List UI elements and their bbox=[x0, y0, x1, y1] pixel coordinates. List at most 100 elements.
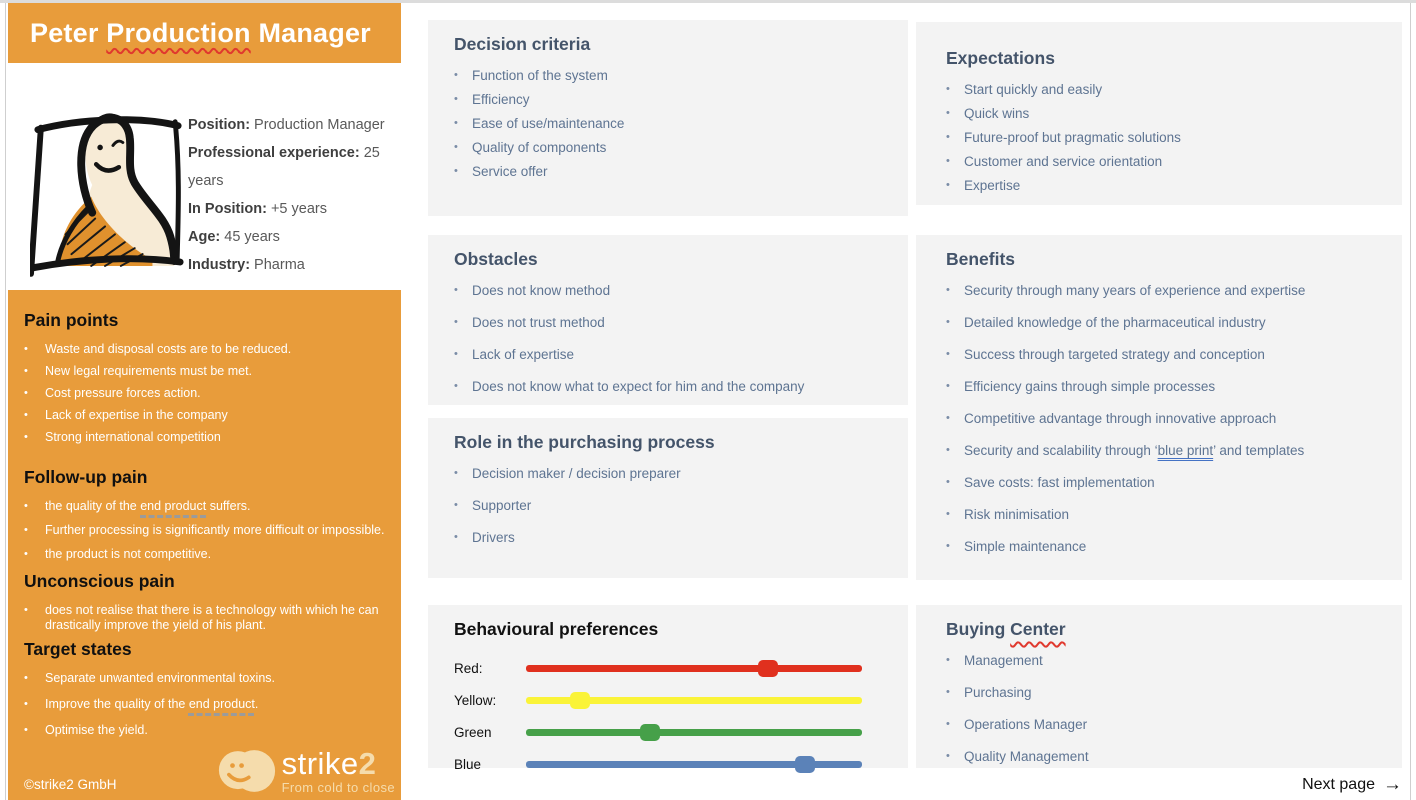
profile-field: In Position: +5 years bbox=[188, 195, 410, 223]
slider-label-green: Green bbox=[454, 724, 492, 740]
slider-green[interactable] bbox=[526, 723, 862, 741]
wavy-red-marked-text: Production bbox=[106, 17, 251, 48]
list-item-text: Lack of expertise bbox=[472, 347, 575, 362]
list-item: • Security through many years of experien… bbox=[946, 282, 1376, 299]
slider-row-green: Green bbox=[454, 716, 882, 748]
strike2-smiley-icon bbox=[218, 750, 275, 792]
list-item: • Lack of expertise in the company bbox=[24, 408, 387, 423]
slider-track-yellow[interactable] bbox=[526, 696, 862, 704]
buying-center-card: Buying Center • Management • Purchasing • Ope… bbox=[916, 605, 1402, 768]
target-states-list: • Separate unwanted environmental toxins.… bbox=[24, 671, 387, 738]
bullet-dot: • bbox=[946, 750, 950, 762]
slider-handle-red[interactable] bbox=[757, 659, 778, 677]
bullet-dot: • bbox=[454, 69, 458, 81]
bullet-dot: • bbox=[24, 672, 28, 684]
bullet-dot: • bbox=[946, 654, 950, 666]
next-page-label: Next page bbox=[1302, 775, 1375, 793]
list-item-text: the quality of the end product suffers. bbox=[45, 499, 250, 514]
card-title-benefits: Benefits bbox=[946, 249, 1016, 269]
bullet-dot: • bbox=[946, 348, 950, 360]
list-item: • Save costs: fast implementation bbox=[946, 474, 1376, 491]
profile-field: Professional experience: 25 years bbox=[188, 139, 410, 195]
slider-track-blue[interactable] bbox=[526, 760, 862, 768]
buying-center-list: • Management • Purchasing • Operations Manage… bbox=[946, 652, 1376, 765]
slider-track-green[interactable] bbox=[526, 728, 862, 736]
text-segment: Buying bbox=[946, 619, 1011, 639]
profile-field-value: Production Manager bbox=[250, 117, 385, 133]
profile-field-label: Age: bbox=[188, 229, 221, 245]
bullet-dot: • bbox=[946, 179, 950, 191]
list-item-text: Further processing is significantly more… bbox=[45, 523, 385, 537]
list-item-text: Security through many years of experienc… bbox=[964, 283, 1306, 298]
slider-handle-blue[interactable] bbox=[794, 755, 815, 773]
section-title-pain-points: Pain points bbox=[24, 310, 119, 330]
role-card: Role in the purchasing process • Decision… bbox=[428, 418, 908, 578]
list-item: • Expertise bbox=[946, 177, 1376, 194]
bullet-dot: • bbox=[454, 499, 458, 511]
profile-field: Age: 45 years bbox=[188, 223, 410, 251]
profile-field-value: 45 years bbox=[220, 229, 280, 245]
persona-sketch-image bbox=[30, 113, 184, 277]
list-item: • Operations Manager bbox=[946, 716, 1376, 733]
bullet-dot: • bbox=[24, 343, 28, 355]
list-item-text: Save costs: fast implementation bbox=[964, 475, 1155, 490]
list-item-text: Quick wins bbox=[964, 106, 1030, 121]
list-item-text: Strong international competition bbox=[45, 430, 221, 444]
text-segment: the quality of the bbox=[45, 499, 141, 513]
role-list: • Decision maker / decision preparer • Supp… bbox=[454, 465, 882, 546]
list-item-text: Decision maker / decision preparer bbox=[472, 466, 681, 481]
list-item-text: Cost pressure forces action. bbox=[45, 386, 201, 400]
wavy-red-marked-text: Center bbox=[1010, 619, 1066, 639]
slider-row-red: Red: bbox=[454, 652, 882, 684]
list-item: • Quick wins bbox=[946, 105, 1376, 122]
list-item-text: Improve the quality of the end product. bbox=[45, 697, 258, 712]
list-item-text: Start quickly and easily bbox=[964, 82, 1103, 97]
slider-yellow[interactable] bbox=[526, 691, 862, 709]
list-item-text: Does not know method bbox=[472, 283, 611, 298]
decision-criteria-card: Decision criteria • Function of the syste… bbox=[428, 20, 908, 216]
text-segment: Manager bbox=[250, 17, 371, 48]
logo-number: 2 bbox=[358, 746, 376, 781]
list-item: • Lack of expertise bbox=[454, 346, 882, 363]
text-segment: Peter bbox=[30, 17, 107, 48]
list-item-text: Efficiency bbox=[472, 92, 530, 107]
profile-field: Industry: Pharma bbox=[188, 251, 410, 279]
list-item-text: does not realise that there is a technol… bbox=[45, 603, 379, 632]
list-item-text: Lack of expertise in the company bbox=[45, 408, 228, 422]
obstacles-list: • Does not know method • Does not trust met… bbox=[454, 282, 882, 395]
section-title-unconscious-pain: Unconscious pain bbox=[24, 571, 175, 591]
section-title-followup-pain: Follow-up pain bbox=[24, 467, 148, 487]
slider-red[interactable] bbox=[526, 659, 862, 677]
expectations-list: • Start quickly and easily • Quick wins • Fut… bbox=[946, 81, 1376, 194]
slider-handle-green[interactable] bbox=[640, 723, 661, 741]
list-item: • Does not know what to expect for him an… bbox=[454, 378, 882, 395]
list-item-text: Risk minimisation bbox=[964, 507, 1070, 522]
list-item-text: Function of the system bbox=[472, 68, 608, 83]
bullet-dot: • bbox=[946, 380, 950, 392]
list-item: • Does not know method bbox=[454, 282, 882, 299]
list-item: • Management bbox=[946, 652, 1376, 669]
profile-field-value: Pharma bbox=[250, 257, 305, 273]
list-item: • Drivers bbox=[454, 529, 882, 546]
followup-pain-list: • the quality of the end product suffers.… bbox=[24, 499, 387, 562]
bullet-dot: • bbox=[454, 165, 458, 177]
next-page-button[interactable]: Next page → bbox=[1302, 775, 1402, 794]
list-item: • Start quickly and easily bbox=[946, 81, 1376, 98]
pain-points-list: • Waste and disposal costs are to be redu… bbox=[24, 342, 387, 445]
bullet-dot: • bbox=[946, 476, 950, 488]
bullet-dot: • bbox=[454, 117, 458, 129]
list-item: • Efficiency bbox=[454, 91, 882, 108]
list-item-text: Operations Manager bbox=[964, 717, 1088, 732]
list-item: • Efficiency gains through simple process… bbox=[946, 378, 1376, 395]
list-item: • Risk minimisation bbox=[946, 506, 1376, 523]
list-item: • Success through targeted strategy and c… bbox=[946, 346, 1376, 363]
slider-blue[interactable] bbox=[526, 755, 862, 773]
bullet-dot: • bbox=[946, 508, 950, 520]
slider-track-red[interactable] bbox=[526, 664, 862, 672]
slider-handle-yellow[interactable] bbox=[569, 691, 590, 709]
list-item-text: Detailed knowledge of the pharmaceutical… bbox=[964, 315, 1266, 330]
bullet-dot: • bbox=[24, 548, 28, 560]
slider-row-yellow: Yellow: bbox=[454, 684, 882, 716]
list-item: • Purchasing bbox=[946, 684, 1376, 701]
